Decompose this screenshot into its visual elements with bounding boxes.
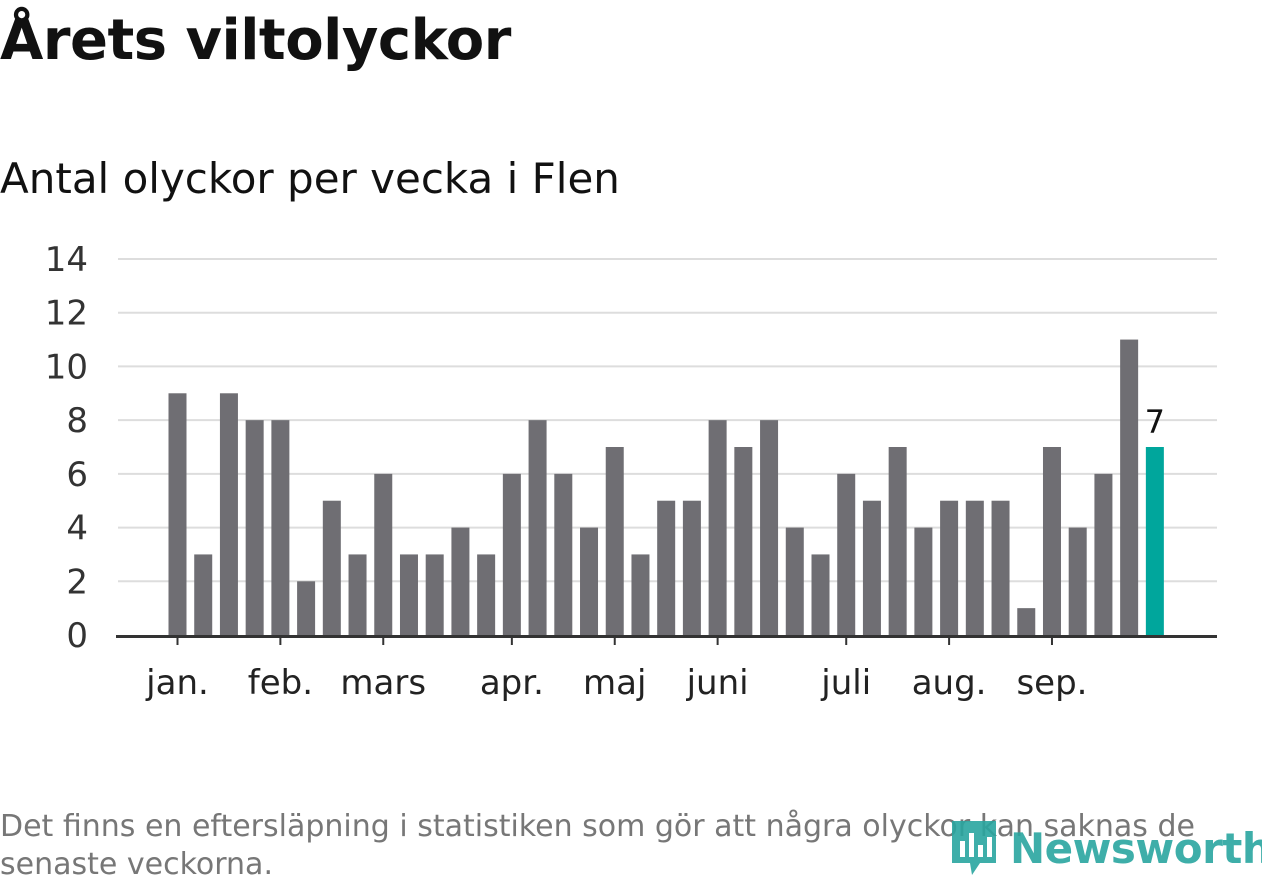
bar bbox=[760, 420, 779, 635]
bar bbox=[477, 554, 496, 635]
bar bbox=[940, 500, 959, 635]
bar bbox=[914, 527, 933, 635]
bar bbox=[348, 554, 367, 635]
x-tick-label: maj bbox=[583, 663, 646, 703]
x-tick-label: jan. bbox=[145, 663, 209, 703]
x-tick-label: apr. bbox=[480, 663, 544, 703]
bar bbox=[580, 527, 599, 635]
bar bbox=[734, 447, 753, 635]
bar bbox=[708, 420, 727, 635]
bar-chart: 0 2 4 6 8 10 12 14 7 jan. feb. mars apr. maj juni juli a… bbox=[45, 240, 1217, 703]
bar bbox=[322, 500, 341, 635]
bar bbox=[1017, 608, 1036, 635]
newsworthy-logo: Newsworthy bbox=[950, 818, 1262, 878]
y-tick-label: 14 bbox=[45, 240, 88, 280]
bar bbox=[682, 500, 701, 635]
bar bbox=[888, 447, 907, 635]
bar bbox=[811, 554, 830, 635]
y-tick-label: 12 bbox=[45, 294, 88, 334]
bar bbox=[245, 420, 264, 635]
bar bbox=[219, 393, 238, 635]
bar bbox=[965, 500, 984, 635]
bar bbox=[502, 473, 521, 635]
bar bbox=[554, 473, 573, 635]
bar bbox=[399, 554, 418, 635]
bar bbox=[837, 473, 856, 635]
bar bbox=[785, 527, 804, 635]
y-tick-label: 8 bbox=[66, 401, 88, 441]
y-tick-label: 2 bbox=[66, 562, 88, 602]
bar bbox=[1120, 339, 1139, 635]
bar bbox=[374, 473, 393, 635]
x-tick-label: aug. bbox=[912, 663, 987, 703]
x-tick-label: sep. bbox=[1016, 663, 1087, 703]
bar bbox=[271, 420, 290, 635]
y-tick-label: 0 bbox=[66, 616, 88, 656]
y-tick-label: 4 bbox=[66, 509, 88, 549]
chart-subtitle: Antal olyckor per vecka i Flen bbox=[0, 154, 620, 203]
x-tick-label: mars bbox=[340, 663, 426, 703]
bar bbox=[1094, 473, 1113, 635]
bar bbox=[425, 554, 444, 635]
bar bbox=[1068, 527, 1087, 635]
newsworthy-logo-icon bbox=[952, 821, 996, 875]
x-tick-label: juni bbox=[686, 663, 749, 703]
chart-title: Årets viltolyckor bbox=[0, 8, 511, 73]
bar bbox=[451, 527, 470, 635]
bar bbox=[991, 500, 1010, 635]
logo-text: Newsworthy bbox=[1010, 823, 1262, 873]
bar bbox=[862, 500, 881, 635]
x-tick-label: juli bbox=[820, 663, 871, 703]
bar bbox=[1042, 447, 1061, 635]
bar-highlight bbox=[1145, 447, 1164, 635]
y-tick-label: 6 bbox=[66, 455, 88, 495]
bar bbox=[168, 393, 187, 635]
bar bbox=[605, 447, 624, 635]
y-tick-label: 10 bbox=[45, 347, 88, 387]
bar bbox=[631, 554, 650, 635]
x-tick-label: feb. bbox=[248, 663, 313, 703]
bar bbox=[657, 500, 676, 635]
bar bbox=[194, 554, 213, 635]
bar bbox=[528, 420, 547, 635]
bar bbox=[297, 581, 316, 635]
data-label: 7 bbox=[1145, 403, 1165, 441]
